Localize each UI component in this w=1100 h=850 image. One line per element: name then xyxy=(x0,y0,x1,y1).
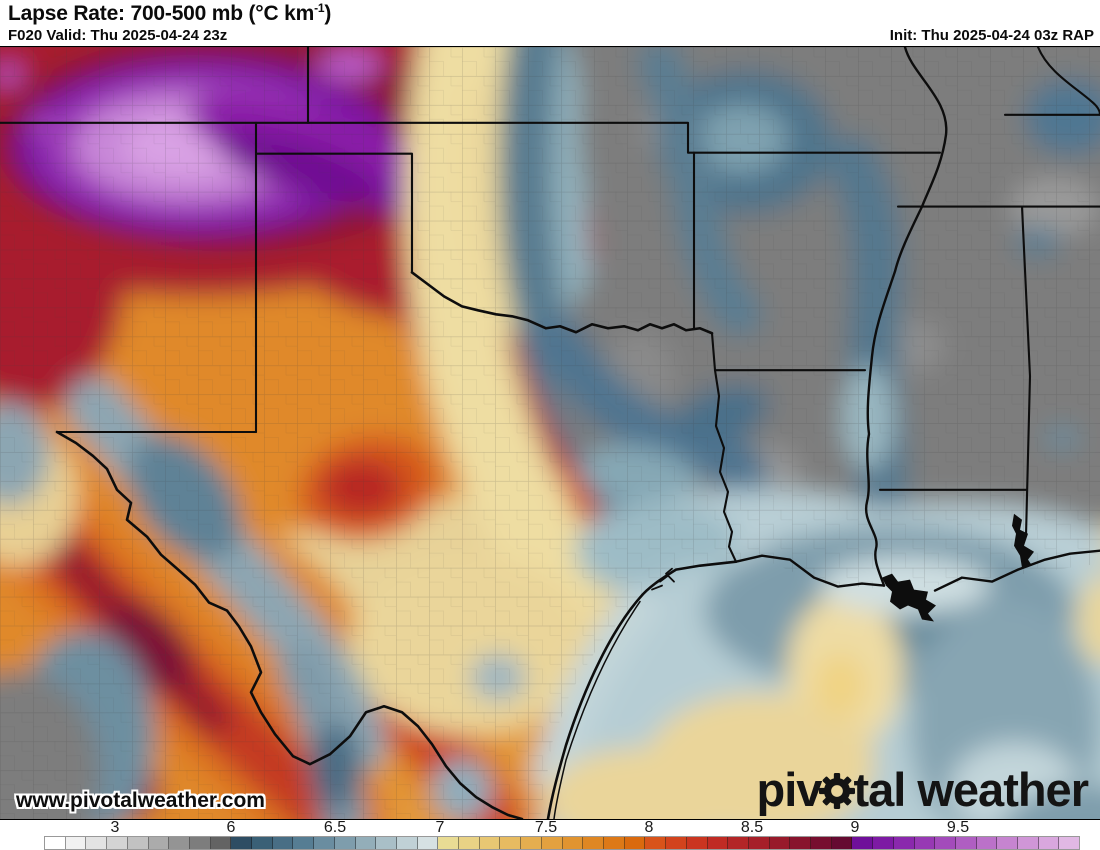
colorbar-cell xyxy=(562,837,584,849)
colorbar-cell xyxy=(86,837,108,849)
colorbar-cell xyxy=(107,837,128,849)
watermark-url: www.pivotalweather.com xyxy=(16,789,265,812)
colorbar-cell xyxy=(748,837,770,849)
colorbar-cell xyxy=(169,837,190,849)
colorbar-cell xyxy=(1059,837,1080,849)
colorbar-cell xyxy=(334,837,356,849)
colorbar-cell xyxy=(148,837,170,849)
colorbar-cell xyxy=(417,837,439,849)
state-borders xyxy=(0,47,1100,819)
colorbar-cell xyxy=(189,837,211,849)
page-title: Lapse Rate: 700-500 mb (°C km-1) xyxy=(8,1,332,25)
colorbar-tick-label: 7.5 xyxy=(534,819,558,836)
colorbar-cell xyxy=(210,837,232,849)
colorbar-cell xyxy=(396,837,418,849)
colorbar-cell xyxy=(976,837,998,849)
colorbar-ticks: 3 6 6.5 7 7.5 8 8.5 9 9.5 xyxy=(0,819,1100,836)
gear-icon xyxy=(819,773,856,809)
colorbar-cell xyxy=(438,837,460,849)
colorbar-cell xyxy=(935,837,956,849)
colorbar-cell xyxy=(686,837,708,849)
header: Lapse Rate: 700-500 mb (°C km-1) F020 Va… xyxy=(0,0,1100,46)
colorbar-cell xyxy=(583,837,604,849)
colorbar-tick-label: 8.5 xyxy=(740,819,764,836)
colorbar-cell xyxy=(231,837,253,849)
valid-time-label: F020 Valid: Thu 2025-04-24 23z xyxy=(8,27,228,44)
init-time-label: Init: Thu 2025-04-24 03z RAP xyxy=(889,27,1094,44)
colorbar-cell xyxy=(955,837,977,849)
colorbar-tick-label: 8 xyxy=(644,819,654,836)
colorbar-tick-label: 3 xyxy=(110,819,120,836)
colorbar-cell xyxy=(831,837,853,849)
colorbar-cell xyxy=(645,837,667,849)
colorbar-tick-label: 9 xyxy=(850,819,860,836)
colorbar-cell xyxy=(376,837,397,849)
map-area: www.pivotalweather.com piv tal weather xyxy=(0,46,1100,820)
colorbar-tick-label: 6.5 xyxy=(323,819,347,836)
colorbar-cell xyxy=(65,837,87,849)
map-image xyxy=(0,47,1100,819)
colorbar-cell xyxy=(459,837,480,849)
colorbar-cell xyxy=(790,837,812,849)
colorbar-cell xyxy=(811,837,832,849)
colorbar-cell xyxy=(314,837,335,849)
colorbar-cell xyxy=(603,837,625,849)
colorbar-tick-label: 7 xyxy=(435,819,445,836)
colorbar-tick-label: 6 xyxy=(226,819,236,836)
colorbar-cell xyxy=(272,837,294,849)
colorbar-cell xyxy=(45,837,66,849)
colorbar-cell xyxy=(624,837,646,849)
watermark-logo: piv tal weather xyxy=(756,763,1089,816)
colorbar-cell xyxy=(293,837,315,849)
colorbar-scale xyxy=(44,836,1080,850)
colorbar-cell xyxy=(355,837,377,849)
colorbar-cell xyxy=(873,837,894,849)
colorbar-cell xyxy=(1018,837,1039,849)
colorbar-tick-label: 9.5 xyxy=(946,819,970,836)
river-delta xyxy=(882,513,1034,622)
colorbar-cell xyxy=(521,837,542,849)
colorbar-cell xyxy=(997,837,1019,849)
colorbar-cell xyxy=(666,837,687,849)
colorbar-cell xyxy=(1038,837,1060,849)
colorbar-cell xyxy=(914,837,936,849)
colorbar-cell xyxy=(541,837,563,849)
colorbar-cell xyxy=(707,837,729,849)
colorbar-cell xyxy=(769,837,791,849)
colorbar-cell xyxy=(893,837,915,849)
colorbar-cell xyxy=(852,837,874,849)
colorbar-cell xyxy=(252,837,273,849)
colorbar-cell xyxy=(479,837,501,849)
colorbar-cell xyxy=(127,837,149,849)
colorbar-cell xyxy=(728,837,749,849)
colorbar-cell xyxy=(500,837,522,849)
colorbar: 3 6 6.5 7 7.5 8 8.5 9 9.5 xyxy=(0,819,1100,850)
